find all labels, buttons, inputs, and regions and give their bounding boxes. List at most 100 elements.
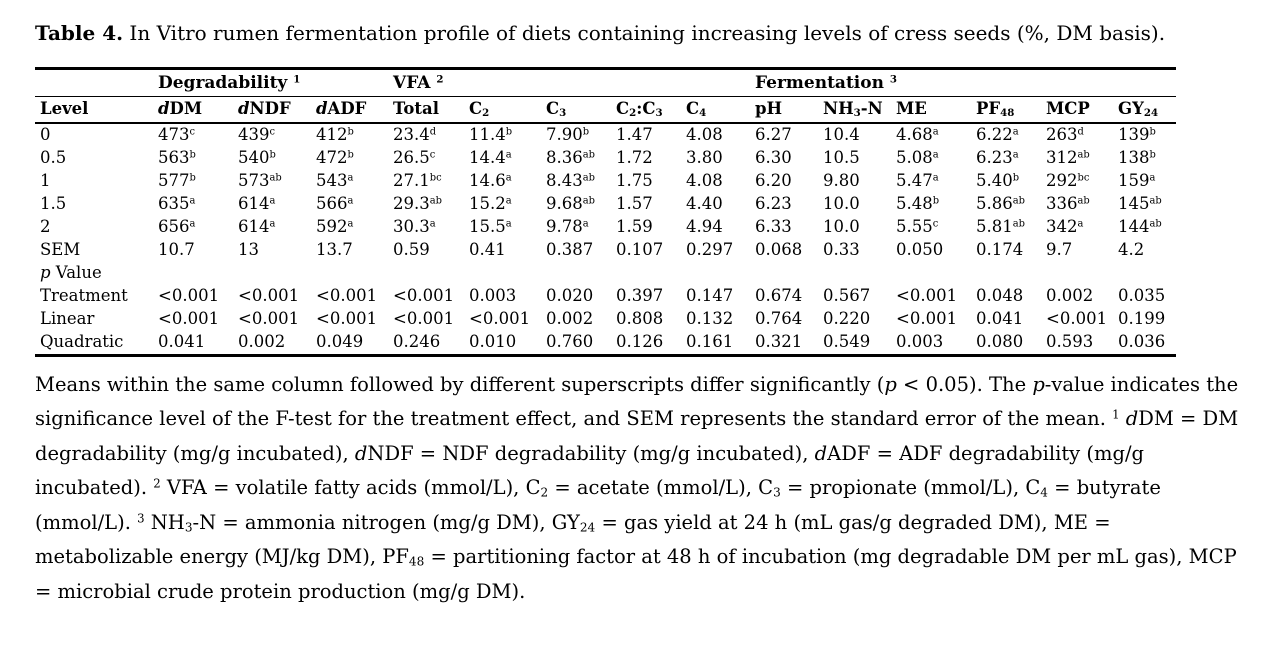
table-cell [611,262,681,285]
table-cell: 0.003 [469,286,517,305]
table-cell [750,262,818,285]
table-cell: 0.297 [686,240,734,259]
table-cell [541,262,611,285]
column-group-header: Degradability 1 [153,68,388,97]
row-label: p Value [40,263,102,282]
table-cell: 0.33 [823,240,860,259]
table-cell: <0.001 [393,309,455,328]
table-cell: 14.6a [469,171,512,190]
table-row: Treatment <0.001 <0.001 <0.001 <0.001 0.003 0.… [35,285,1176,308]
table-cell: <0.001 [316,286,378,305]
table-cell: 0.174 [976,240,1024,259]
table-cell: 0.567 [823,286,871,305]
column-header: ME [891,96,971,124]
column-header: NH3-N [818,96,891,124]
table-cell: 292bc [1046,171,1090,190]
table-cell: 6.23 [755,194,792,213]
table-cell: 656a [158,217,196,236]
table-cell: 0.132 [686,309,734,328]
table-cell: 0.246 [393,332,441,351]
table-cell [818,262,891,285]
table-cell: 10.5 [823,148,860,167]
table-row: 1 577b 573ab 543a 27.1bc 14.6a 8.43ab 1.75 4.08 6… [35,170,1176,193]
table-cell: <0.001 [158,286,220,305]
table-row: Quadratic 0.041 0.002 0.049 0.246 0.010 0.760 0… [35,331,1176,356]
table-row: p Value [35,262,1176,285]
table-cell: <0.001 [158,309,220,328]
table-cell: 0.220 [823,309,871,328]
table-cell: 15.2a [469,194,512,213]
table-footnote: Means within the same column followed by… [35,372,1239,603]
table-cell: 0.674 [755,286,803,305]
column-group-header: Fermentation 3 [750,68,1177,97]
row-label: 0 [40,125,51,144]
table-cell: 139b [1118,125,1156,144]
column-header: Total [388,96,464,124]
table-cell: 27.1bc [393,171,442,190]
table-cell: 0.002 [238,332,286,351]
table-cell: 0.387 [546,240,594,259]
table-cell: 0.035 [1118,286,1166,305]
row-label: Quadratic [40,332,124,351]
table-cell: 336ab [1046,194,1090,213]
table-cell: 4.2 [1118,240,1145,259]
table-cell: 5.55c [896,217,939,236]
table-cell: 0.041 [976,309,1024,328]
table-cell: 1.72 [616,148,653,167]
table-cell: 577b [158,171,196,190]
table-cell: 5.81ab [976,217,1025,236]
table-cell: 4.08 [686,171,723,190]
table-cell: 30.3a [393,217,436,236]
table-cell [1113,262,1176,285]
table-cell: 13.7 [316,240,353,259]
table-cell: <0.001 [896,309,958,328]
table-cell: 0.049 [316,332,364,351]
table-cell: 10.0 [823,194,860,213]
table-cell: 6.23a [976,148,1019,167]
table-cell: 29.3ab [393,194,442,213]
table-cell: 145ab [1118,194,1162,213]
table-cell: 6.27 [755,125,792,144]
table-cell: 573ab [238,171,282,190]
table-cell: 543a [316,171,354,190]
table-cell: 9.7 [1046,240,1073,259]
table-body: 0 473c 439c 412b 23.4d 11.4b 7.90b 1.47 4.08 6.27… [35,123,1176,356]
table-cell: 0.048 [976,286,1024,305]
column-header: GY24 [1113,96,1177,124]
table-cell: 5.48b [896,194,940,213]
table-cell: 0.147 [686,286,734,305]
table-cell: 0.199 [1118,309,1166,328]
column-header: dNDF [233,96,311,124]
table-row: Linear <0.001 <0.001 <0.001 <0.001 <0.001 0.00… [35,308,1176,331]
table-cell: 0.760 [546,332,594,351]
row-label: 0.5 [40,148,67,167]
table-cell: 5.47a [896,171,939,190]
table-cell: 566a [316,194,354,213]
table-cell: 14.4a [469,148,512,167]
table-cell: 8.36ab [546,148,595,167]
table-cell: 3.80 [686,148,723,167]
table-cell: 10.0 [823,217,860,236]
column-header: PF48 [971,96,1041,124]
table-row: 1.5 635a 614a 566a 29.3ab 15.2a 9.68ab 1.57 4.40… [35,193,1176,216]
table-cell: 0.041 [158,332,206,351]
table-cell: 5.08a [896,148,939,167]
table-cell: 0.397 [616,286,664,305]
table-cell: 6.22a [976,125,1019,144]
row-label: Linear [40,309,95,328]
column-header: dADF [311,96,388,124]
column-group-row: Degradability 1 VFA 2 Fermentation 3 [35,68,1177,97]
table-cell: <0.001 [393,286,455,305]
table-cell: 4.40 [686,194,723,213]
table-cell: 9.68ab [546,194,595,213]
table-cell: 473c [158,125,196,144]
table-cell [311,262,388,285]
table-cell: 0.593 [1046,332,1094,351]
column-header: C3 [541,96,611,124]
document-page: Table 4. In Vitro rumen fermentation pro… [35,21,1239,603]
table-cell: 0.808 [616,309,664,328]
table-cell: 8.43ab [546,171,595,190]
table-cell: 0.002 [546,309,594,328]
column-group-header: VFA 2 [388,68,750,97]
row-label: 1.5 [40,194,67,213]
